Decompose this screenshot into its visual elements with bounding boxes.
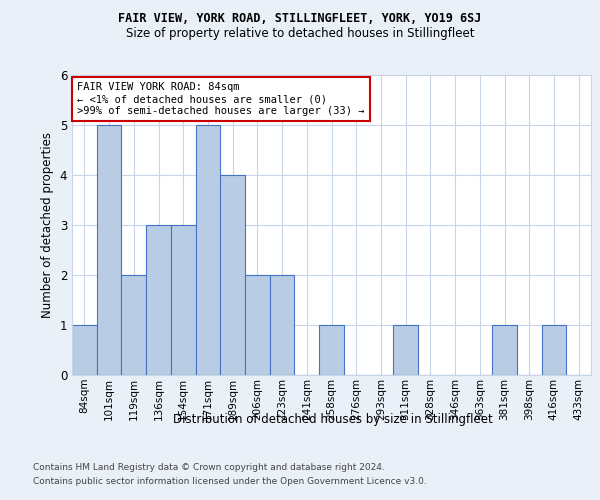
Bar — [492, 325, 517, 375]
Bar — [270, 275, 295, 375]
Bar — [319, 325, 344, 375]
Bar — [146, 225, 171, 375]
Bar — [171, 225, 196, 375]
Bar — [97, 125, 121, 375]
Bar — [121, 275, 146, 375]
Text: Distribution of detached houses by size in Stillingfleet: Distribution of detached houses by size … — [173, 412, 493, 426]
Text: Contains public sector information licensed under the Open Government Licence v3: Contains public sector information licen… — [33, 478, 427, 486]
Text: Contains HM Land Registry data © Crown copyright and database right 2024.: Contains HM Land Registry data © Crown c… — [33, 462, 385, 471]
Bar — [196, 125, 220, 375]
Bar — [245, 275, 270, 375]
Text: Size of property relative to detached houses in Stillingfleet: Size of property relative to detached ho… — [126, 28, 474, 40]
Bar — [542, 325, 566, 375]
Bar — [220, 175, 245, 375]
Y-axis label: Number of detached properties: Number of detached properties — [41, 132, 54, 318]
Text: FAIR VIEW YORK ROAD: 84sqm
← <1% of detached houses are smaller (0)
>99% of semi: FAIR VIEW YORK ROAD: 84sqm ← <1% of deta… — [77, 82, 364, 116]
Bar — [393, 325, 418, 375]
Text: FAIR VIEW, YORK ROAD, STILLINGFLEET, YORK, YO19 6SJ: FAIR VIEW, YORK ROAD, STILLINGFLEET, YOR… — [118, 12, 482, 26]
Bar — [72, 325, 97, 375]
